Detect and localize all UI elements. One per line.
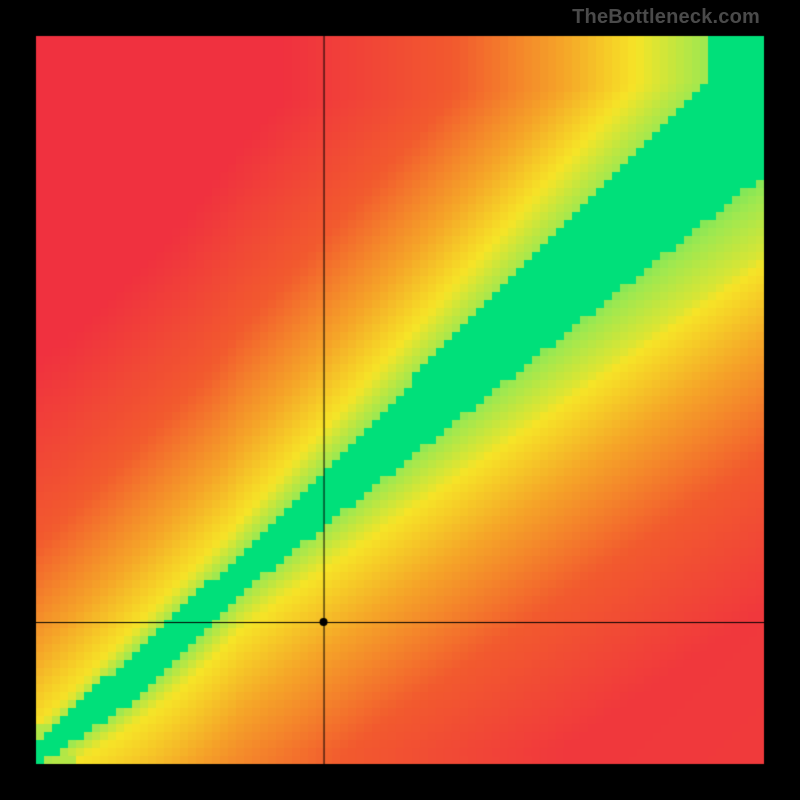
bottleneck-heatmap	[0, 0, 800, 800]
watermark-text: TheBottleneck.com	[572, 6, 760, 29]
chart-container: TheBottleneck.com	[0, 0, 800, 800]
